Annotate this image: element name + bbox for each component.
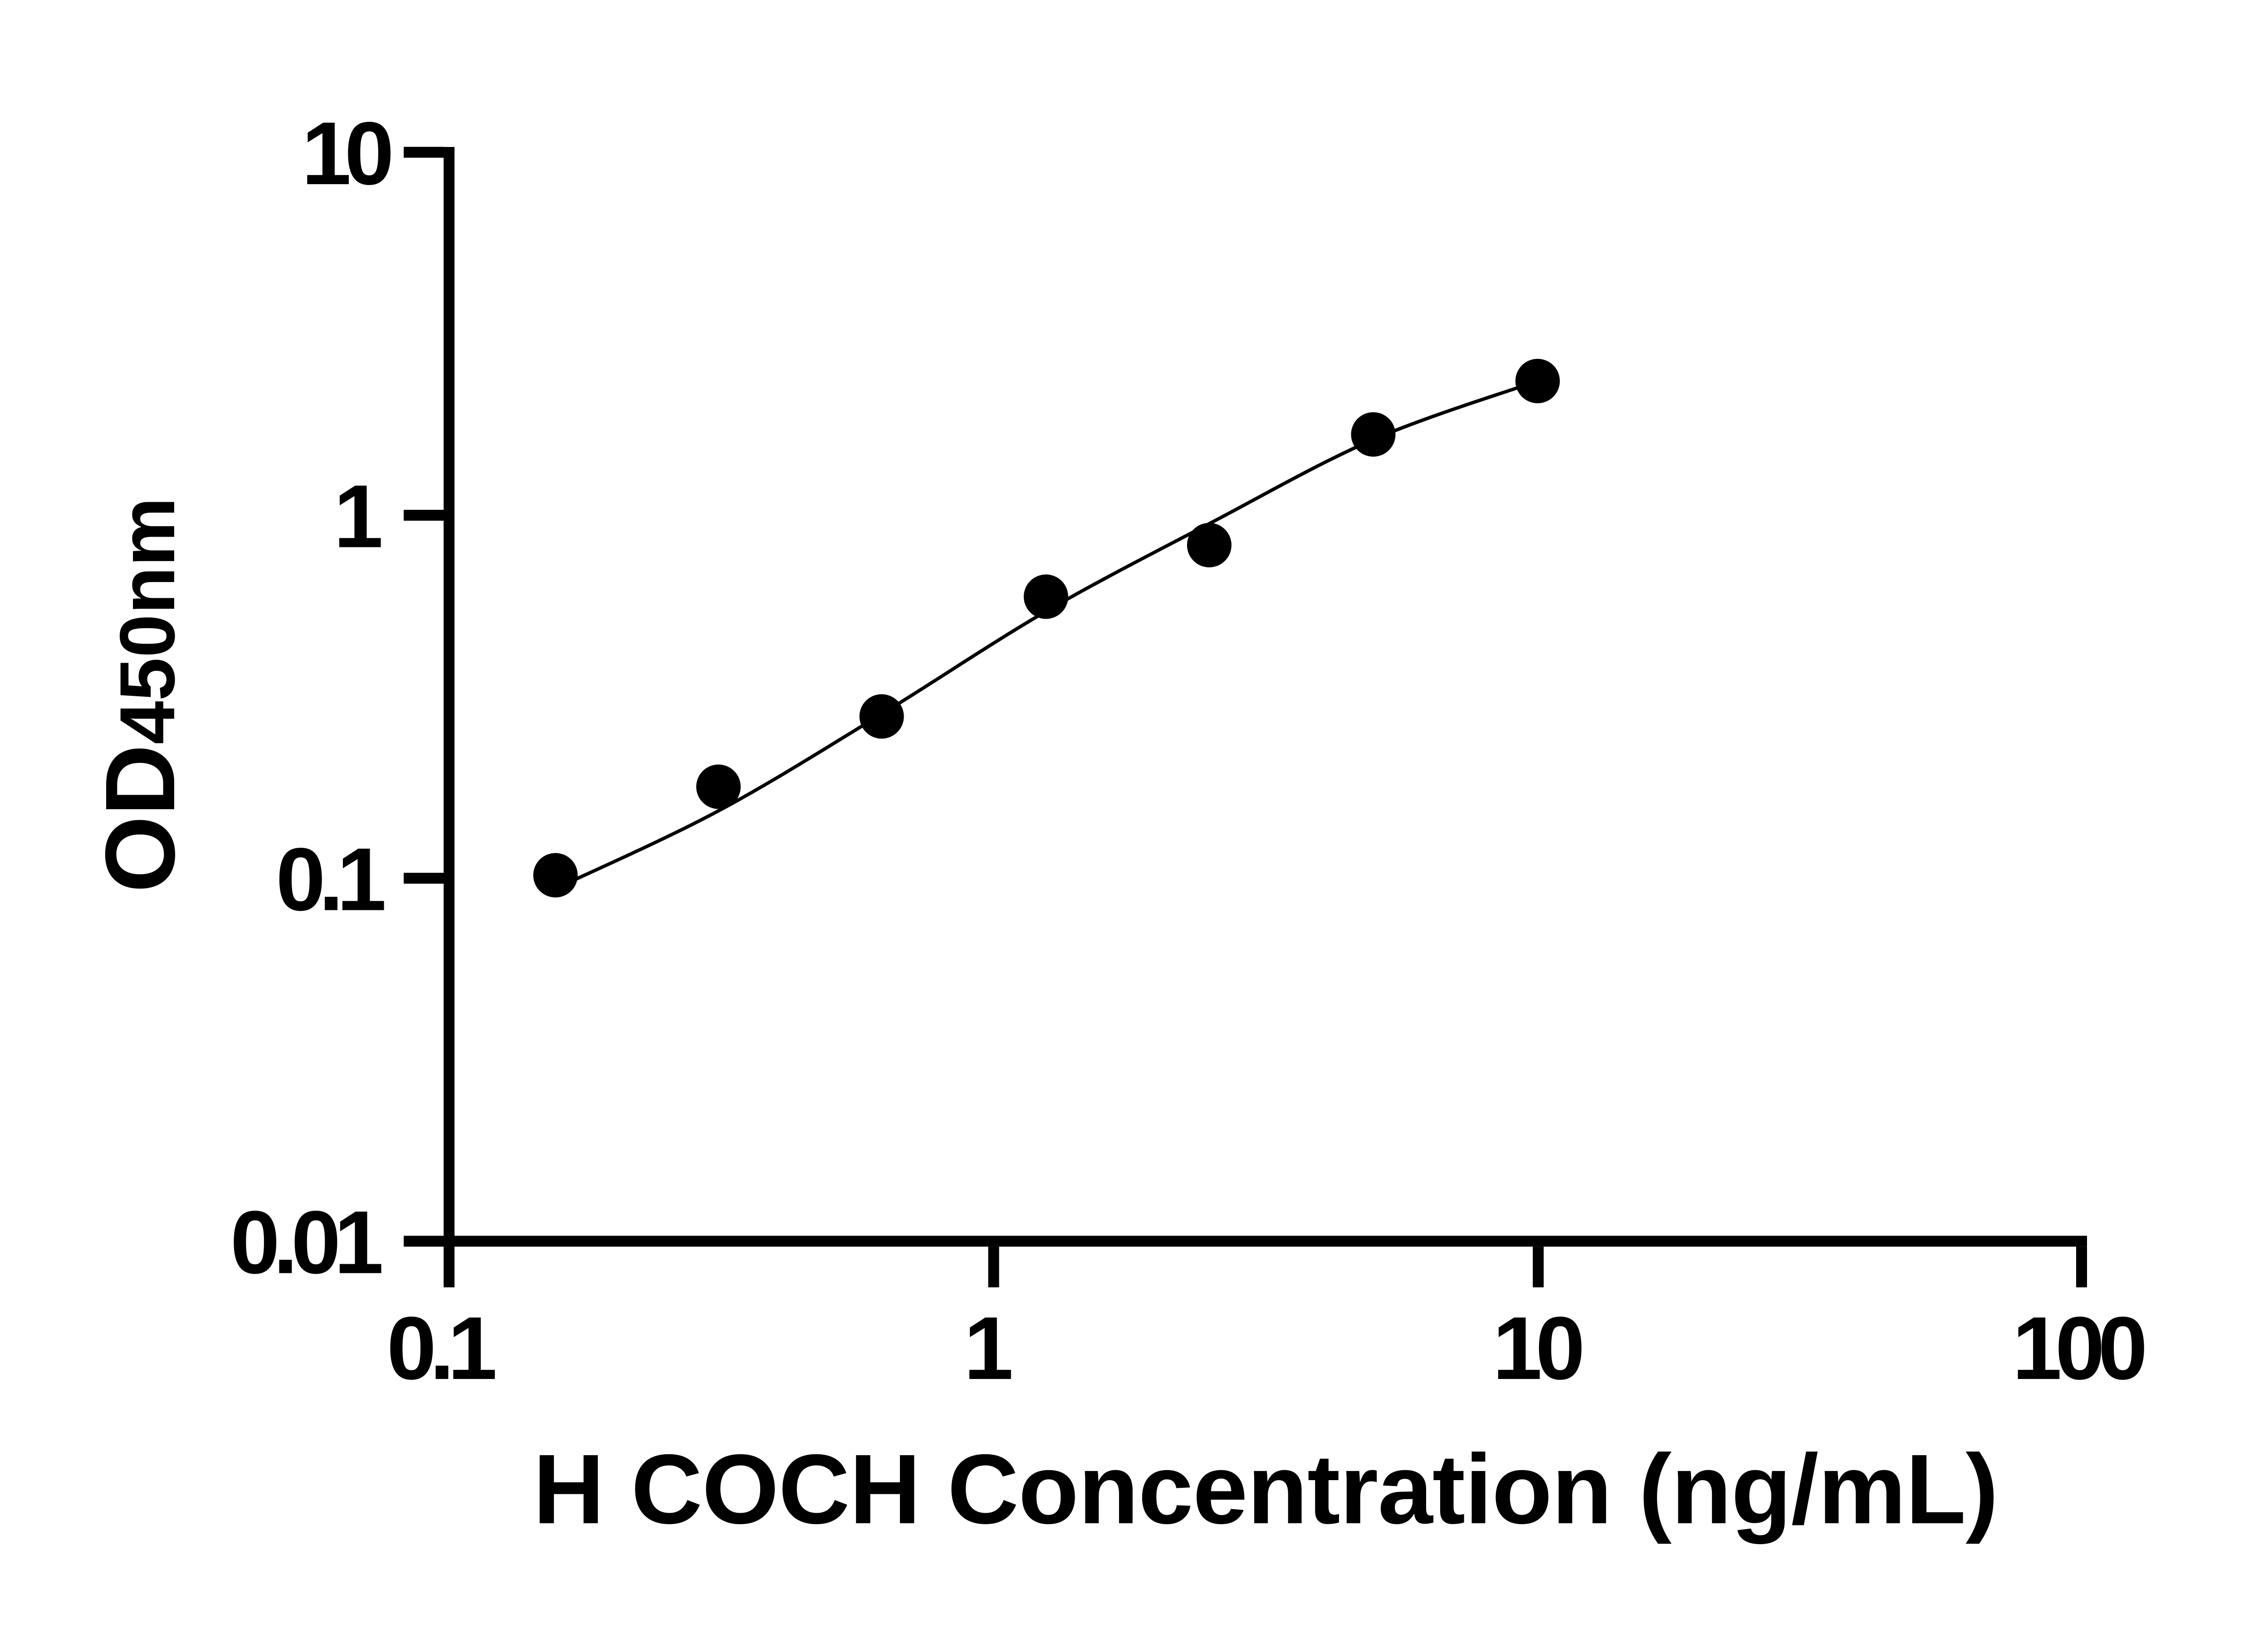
svg-text:0.01: 0.01 [230,1193,382,1292]
svg-text:0.1: 0.1 [276,829,384,929]
svg-text:10: 10 [1492,1298,1582,1398]
svg-text:1: 1 [964,1298,1012,1398]
svg-text:OD450nm: OD450nm [85,497,196,893]
svg-text:100: 100 [2012,1298,2144,1398]
svg-text:1: 1 [333,466,381,566]
svg-text:H COCH Concentration (ng/mL): H COCH Concentration (ng/mL) [533,1434,1998,1545]
svg-text:0.1: 0.1 [387,1298,495,1398]
svg-text:10: 10 [302,103,391,203]
